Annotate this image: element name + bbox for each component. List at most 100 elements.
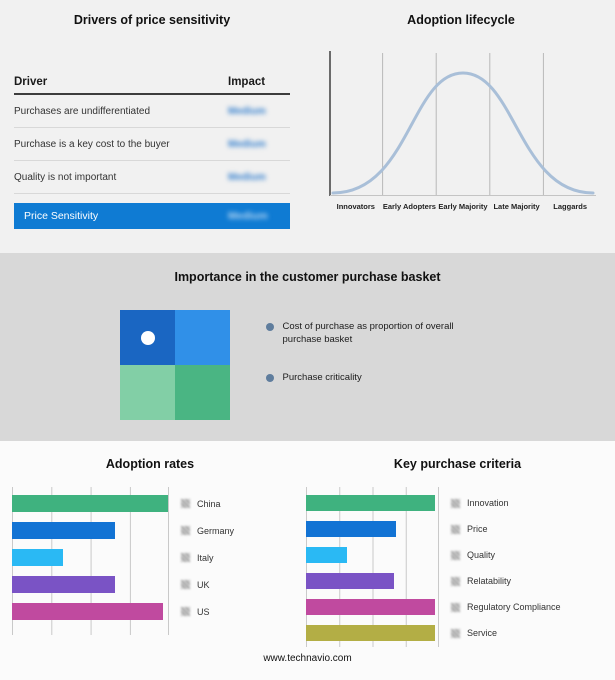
bar-row: [306, 490, 438, 516]
legend-bullet-icon: [265, 323, 274, 331]
driver-cell: Quality is not important: [14, 171, 117, 183]
impact-column-header: Impact: [228, 76, 266, 88]
legend-item-relatability: Relatability: [451, 568, 561, 594]
legend-item-service: Service: [451, 620, 561, 646]
bottom-section: Adoption rates China Germany Italy UK: [0, 441, 615, 680]
legend-label: Germany: [197, 525, 235, 536]
legend-label: Italy: [197, 552, 214, 563]
basket-content: Cost of purchase as proportion of overal…: [0, 310, 615, 420]
lifecycle-label-laggards: Laggards: [553, 202, 588, 211]
adoption-rates-title: Adoption rates: [105, 457, 195, 471]
adoption-lifecycle-chart: Innovators Early Adopters Early Majority…: [329, 47, 597, 211]
adoption-rates-plot: [12, 487, 169, 635]
bar-china: [12, 495, 168, 512]
bar-row: [12, 544, 168, 571]
driver-cell: Purchases are undifferentiated: [14, 105, 151, 117]
quadrant-marker-dot: [140, 331, 155, 345]
bar-row: [306, 568, 438, 594]
bar-row: [306, 620, 438, 646]
key-purchase-criteria-body: Innovation Price Quality Relatability Re…: [306, 487, 615, 647]
drivers-table: Driver Impact Purchases are undifferenti…: [14, 71, 290, 229]
footer-url: www.technavio.com: [263, 653, 352, 664]
driver-cell: Purchase is a key cost to the buyer: [14, 138, 170, 150]
legend-item-innovation: Innovation: [451, 490, 561, 516]
bar-uk: [12, 576, 115, 593]
impact-value: Medium: [228, 105, 266, 117]
legend-marker-icon: [451, 628, 460, 638]
basket-legend-text: Purchase criticality: [282, 371, 362, 383]
quadrant-chart: [119, 310, 230, 420]
legend-item-regulatory-compliance: Regulatory Compliance: [451, 594, 561, 620]
basket-legend-item: Cost of purchase as proportion of overal…: [265, 320, 476, 347]
bar-row: [306, 542, 438, 568]
bar-row: [306, 516, 438, 542]
basket-legend-item: Purchase criticality: [265, 371, 476, 384]
legend-label: China: [197, 498, 221, 509]
bar-relatability: [306, 573, 395, 589]
legend-item-us: US: [181, 598, 234, 625]
middle-section: Importance in the customer purchase bask…: [0, 253, 615, 441]
legend-item-italy: Italy: [181, 544, 234, 571]
legend-bullet-icon: [265, 373, 274, 382]
legend-label: Quality: [467, 550, 496, 560]
legend-label: Innovation: [467, 498, 509, 508]
bar-regulatory-compliance: [306, 599, 436, 615]
legend-marker-icon: [451, 550, 460, 560]
legend-label: Relatability: [467, 576, 512, 586]
key-purchase-criteria-legend: Innovation Price Quality Relatability Re…: [451, 487, 561, 647]
lifecycle-title: Adoption lifecycle: [407, 13, 515, 27]
drivers-table-header: Driver Impact: [14, 71, 290, 95]
legend-marker-icon: [451, 602, 460, 612]
price-sensitivity-impact: Medium: [228, 210, 268, 222]
driver-column-header: Driver: [14, 76, 48, 88]
lifecycle-label-innovators: Innovators: [336, 202, 375, 211]
legend-label: Service: [467, 628, 498, 638]
bell-curve-path: [331, 71, 595, 195]
key-purchase-criteria-chart: Key purchase criteria Innovation Price Q…: [300, 457, 615, 647]
bell-curve-svg: [329, 51, 596, 196]
bar-row: [12, 571, 168, 598]
legend-label: Regulatory Compliance: [467, 602, 561, 612]
lifecycle-label-early-majority: Early Majority: [438, 202, 488, 211]
legend-marker-icon: [451, 498, 460, 508]
quadrant-cell-bottom-right: [174, 365, 230, 420]
bottom-charts: Adoption rates China Germany Italy UK: [0, 457, 615, 647]
lifecycle-labels: Innovators Early Adopters Early Majority…: [329, 202, 597, 211]
bar-row: [12, 598, 168, 625]
lifecycle-panel: Adoption lifecycle Innovators Early Adop…: [307, 0, 615, 253]
legend-marker-icon: [181, 553, 190, 562]
bar-service: [306, 625, 436, 641]
legend-marker-icon: [451, 576, 460, 586]
impact-value: Medium: [228, 138, 266, 150]
key-purchase-criteria-plot: [306, 487, 439, 647]
bar-price: [306, 521, 396, 537]
bar-germany: [12, 522, 115, 539]
basket-legend: Cost of purchase as proportion of overal…: [265, 310, 496, 420]
top-section: Drivers of price sensitivity Driver Impa…: [0, 0, 615, 253]
bar-row: [306, 594, 438, 620]
lifecycle-label-early-adopters: Early Adopters: [382, 202, 436, 211]
driver-row: Quality is not important Medium: [14, 161, 290, 194]
impact-value: Medium: [228, 171, 266, 183]
legend-label: Price: [467, 524, 488, 534]
price-sensitivity-row: Price Sensitivity Medium: [14, 203, 290, 229]
legend-marker-icon: [181, 607, 190, 616]
legend-item-quality: Quality: [451, 542, 561, 568]
bar-quality: [306, 547, 347, 563]
drivers-panel: Drivers of price sensitivity Driver Impa…: [0, 0, 307, 253]
legend-item-price: Price: [451, 516, 561, 542]
bar-us: [12, 603, 164, 620]
legend-label: US: [197, 606, 210, 617]
legend-item-china: China: [181, 490, 234, 517]
basket-legend-text: Cost of purchase as proportion of overal…: [282, 321, 454, 346]
legend-marker-icon: [181, 499, 190, 508]
bar-row: [12, 517, 168, 544]
price-sensitivity-label: Price Sensitivity: [24, 210, 99, 222]
drivers-title: Drivers of price sensitivity: [73, 13, 231, 27]
legend-marker-icon: [451, 524, 460, 534]
lifecycle-label-late-majority: Late Majority: [493, 202, 540, 211]
driver-row: Purchase is a key cost to the buyer Medi…: [14, 128, 290, 161]
bar-row: [12, 490, 168, 517]
bar-innovation: [306, 495, 436, 511]
